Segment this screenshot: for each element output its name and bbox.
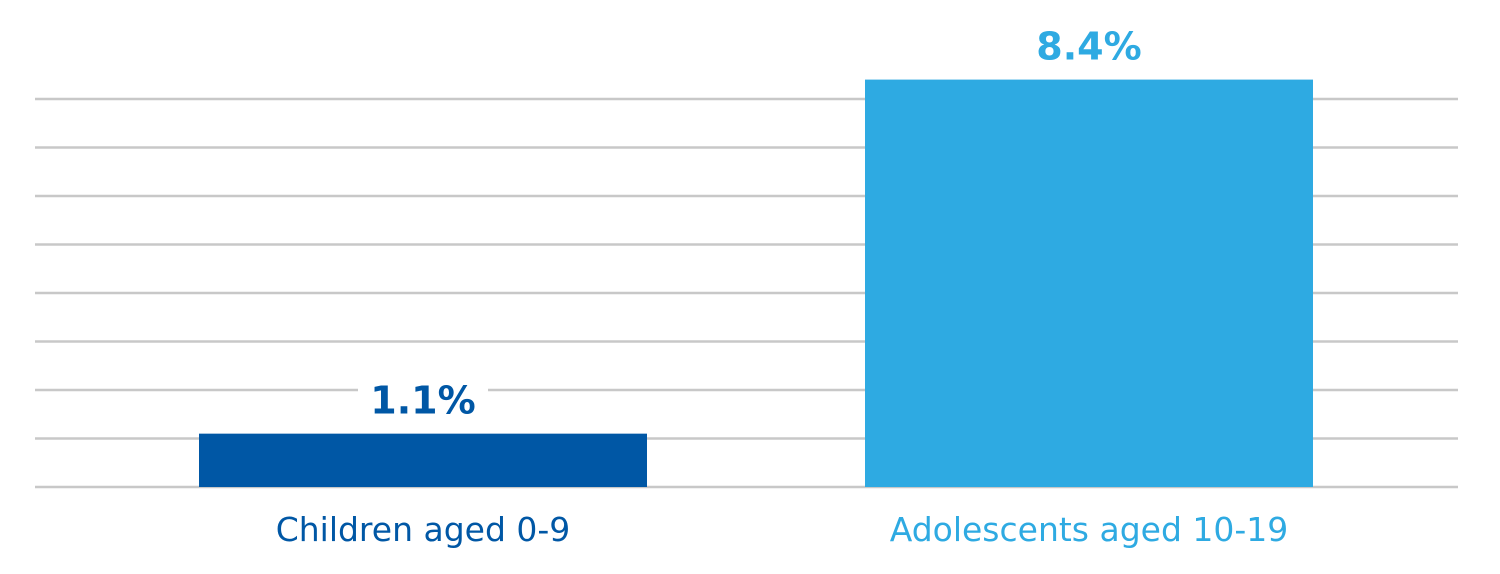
category-labels: Children aged 0-9 Adolescents aged 10-19 — [276, 510, 1289, 549]
value-label-2: 8.4% — [1036, 25, 1141, 69]
bars — [199, 79, 1313, 487]
value-label-background — [358, 374, 488, 425]
value-label-1: 1.1% — [370, 379, 475, 423]
category-label-1: Children aged 0-9 — [276, 510, 571, 549]
bar-2 — [865, 79, 1313, 487]
bar-1 — [199, 433, 647, 487]
value-labels: 1.1% 8.4% — [358, 20, 1154, 425]
category-label-2: Adolescents aged 10-19 — [890, 510, 1289, 549]
value-label-background — [1024, 20, 1154, 71]
